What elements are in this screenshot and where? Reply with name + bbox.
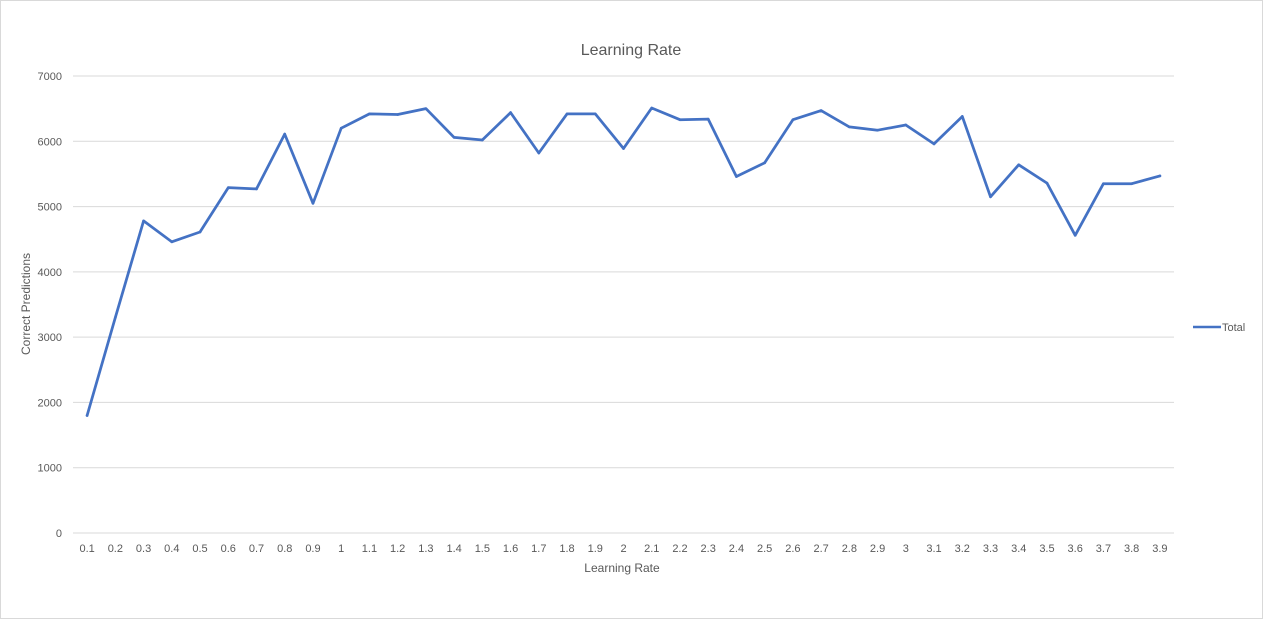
- data-point: [932, 142, 936, 146]
- data-point: [509, 111, 512, 114]
- x-tick-label: 2.3: [701, 543, 716, 555]
- x-tick-label: 1.2: [390, 543, 405, 555]
- x-tick-label: 3.5: [1039, 543, 1054, 555]
- data-point: [452, 136, 456, 139]
- x-tick-label: 3: [903, 543, 909, 555]
- data-point: [1130, 182, 1133, 186]
- x-tick-label: 0.6: [221, 543, 236, 555]
- data-point: [565, 112, 569, 116]
- x-axis-title: Learning Rate: [584, 561, 660, 575]
- x-tick-label: 1.7: [531, 543, 546, 555]
- x-tick-label: 2.2: [672, 543, 687, 555]
- x-tick-label: 0.3: [136, 543, 151, 555]
- x-tick-label: 3.3: [983, 543, 998, 555]
- x-tick-label: 3.1: [926, 543, 941, 555]
- x-tick-label: 1.4: [446, 543, 461, 555]
- x-tick-label: 1.9: [588, 543, 603, 555]
- y-tick-label: 6000: [38, 136, 62, 148]
- data-point: [1102, 182, 1105, 186]
- data-point: [85, 414, 89, 417]
- data-point: [424, 107, 428, 110]
- data-point: [170, 240, 174, 244]
- data-point: [396, 113, 399, 116]
- data-point: [622, 147, 625, 150]
- x-tick-label: 2.9: [870, 543, 885, 555]
- x-tick-label: 2.1: [644, 543, 659, 555]
- data-point: [593, 112, 597, 116]
- x-tick-label: 1.5: [475, 543, 490, 555]
- data-point: [1158, 174, 1162, 178]
- data-point: [960, 115, 964, 118]
- y-tick-label: 2000: [38, 397, 62, 409]
- data-point: [226, 186, 230, 189]
- data-point: [706, 117, 710, 121]
- x-tick-label: 2: [620, 543, 626, 555]
- data-point: [735, 175, 738, 178]
- x-tick-label: 3.8: [1124, 543, 1139, 555]
- data-point: [537, 151, 541, 155]
- data-point: [339, 126, 343, 130]
- data-point: [142, 219, 145, 223]
- y-tick-label: 0: [56, 528, 62, 540]
- data-point: [1017, 163, 1021, 167]
- data-point: [198, 230, 202, 234]
- y-axis-title: Correct Predictions: [19, 253, 33, 355]
- chart-title: Learning Rate: [581, 42, 682, 59]
- x-tick-label: 0.9: [305, 543, 320, 555]
- x-tick-label: 0.7: [249, 543, 264, 555]
- data-point: [114, 316, 117, 319]
- data-point: [650, 106, 654, 110]
- x-tick-label: 0.8: [277, 543, 292, 555]
- x-tick-label: 3.4: [1011, 543, 1026, 555]
- data-point: [819, 109, 823, 112]
- y-axis-tick-labels: 0 1000 2000 3000 4000 5000 6000 7000: [38, 71, 62, 540]
- x-tick-label: 2.4: [729, 543, 744, 555]
- data-point: [678, 118, 682, 122]
- data-point: [848, 125, 851, 129]
- x-tick-label: 2.5: [757, 543, 772, 555]
- data-point: [876, 128, 879, 132]
- x-tick-label: 2.7: [813, 543, 828, 555]
- x-tick-label: 0.4: [164, 543, 179, 555]
- legend[interactable]: Total: [1193, 322, 1245, 334]
- x-tick-label: 1.8: [559, 543, 574, 555]
- y-tick-label: 1000: [38, 463, 62, 475]
- x-tick-label: 0.2: [108, 543, 123, 555]
- data-point: [481, 138, 484, 142]
- y-tick-label: 4000: [38, 267, 62, 279]
- data-point: [311, 202, 315, 205]
- x-tick-label: 0.5: [192, 543, 207, 555]
- x-tick-label: 1.6: [503, 543, 518, 555]
- x-tick-label: 2.8: [842, 543, 857, 555]
- data-point: [368, 112, 371, 116]
- y-tick-label: 3000: [38, 332, 62, 344]
- y-tick-label: 5000: [38, 202, 62, 214]
- x-tick-label: 3.9: [1152, 543, 1167, 555]
- x-tick-label: 1.3: [418, 543, 433, 555]
- x-tick-label: 1.1: [362, 543, 377, 555]
- data-point: [904, 123, 908, 127]
- data-point: [1073, 233, 1077, 237]
- x-tick-label: 1: [338, 543, 344, 555]
- x-tick-label: 0.1: [79, 543, 94, 555]
- x-tick-label: 2.6: [785, 543, 800, 555]
- x-axis-tick-labels: 0.1 0.2 0.3 0.4 0.5 0.6 0.7 0.8 0.9 1 1.1 1.2 1.3 1.4…: [79, 543, 1167, 555]
- x-tick-label: 3.2: [955, 543, 970, 555]
- data-point: [1045, 181, 1049, 185]
- data-point: [283, 132, 287, 136]
- series-layer: [85, 106, 1162, 417]
- y-tick-label: 7000: [38, 71, 62, 83]
- legend-label-total: Total: [1222, 322, 1245, 334]
- data-point: [763, 161, 766, 165]
- x-tick-label: 3.6: [1068, 543, 1083, 555]
- gridlines: [73, 75, 1174, 534]
- data-point: [989, 195, 992, 199]
- x-tick-label: 3.7: [1096, 543, 1111, 555]
- data-point: [255, 187, 258, 191]
- data-point: [791, 118, 795, 122]
